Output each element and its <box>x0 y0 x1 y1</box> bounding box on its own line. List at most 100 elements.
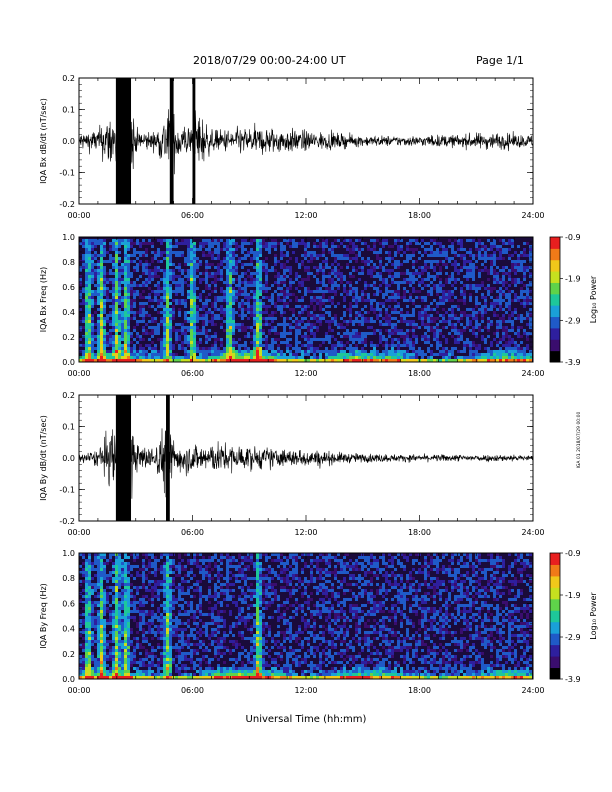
spectrogram-cell <box>451 275 454 278</box>
spectrogram-cell <box>520 254 523 257</box>
spectrogram-cell <box>337 254 340 257</box>
spectrogram-cell <box>106 634 109 637</box>
spectrogram-cell <box>505 335 508 338</box>
spectrogram-cell <box>193 302 196 305</box>
spectrogram-cell <box>355 257 358 260</box>
spectrogram-cell <box>211 344 214 347</box>
spectrogram-cell <box>85 583 88 586</box>
spectrogram-cell <box>259 293 262 296</box>
spectrogram-cell <box>154 266 157 269</box>
spectrogram-cell <box>436 275 439 278</box>
spectrogram-cell <box>97 571 100 574</box>
spectrogram-cell <box>82 257 85 260</box>
spectrogram-cell <box>145 272 148 275</box>
spectrogram-cell <box>103 272 106 275</box>
spectrogram-cell <box>397 341 400 344</box>
spectrogram-cell <box>472 269 475 272</box>
spectrogram-cell <box>109 245 112 248</box>
spectrogram-cell <box>112 619 115 622</box>
spectrogram-cell <box>304 332 307 335</box>
spectrogram-cell <box>361 335 364 338</box>
spectrogram-cell <box>97 347 100 350</box>
spectrogram-cell <box>232 311 235 314</box>
spectrogram-cell <box>298 350 301 353</box>
spectrogram-cell <box>319 317 322 320</box>
spectrogram-cell <box>103 341 106 344</box>
spectrogram-cell <box>430 239 433 242</box>
spectrogram-cell <box>256 350 259 353</box>
spectrogram-cell <box>514 311 517 314</box>
spectrogram-cell <box>367 248 370 251</box>
spectrogram-cell <box>517 326 520 329</box>
spectrogram-cell <box>325 305 328 308</box>
spectrogram-cell <box>403 350 406 353</box>
spectrogram-cell <box>427 290 430 293</box>
spectrogram-cell <box>412 329 415 332</box>
spectrogram-cell <box>166 344 169 347</box>
spectrogram-cell <box>259 272 262 275</box>
spectrogram-cell <box>190 299 193 302</box>
spectrogram-cell <box>85 676 88 679</box>
spectrogram-cell <box>496 299 499 302</box>
spectrogram-cell <box>190 257 193 260</box>
spectrogram-cell <box>304 257 307 260</box>
spectrogram-cell <box>340 317 343 320</box>
spectrogram-cell <box>238 290 241 293</box>
spectrogram-cell <box>394 344 397 347</box>
spectrogram-cell <box>397 287 400 290</box>
spectrogram-cell <box>109 646 112 649</box>
spectrogram-cell <box>343 290 346 293</box>
spectrogram-cell <box>199 248 202 251</box>
spectrogram-cell <box>118 320 121 323</box>
spectrogram-cell <box>271 245 274 248</box>
spectrogram-cell <box>91 341 94 344</box>
spectrogram-cell <box>364 299 367 302</box>
spectrogram-cell <box>436 287 439 290</box>
spectrogram-cell <box>274 359 277 362</box>
spectrogram-cell <box>226 290 229 293</box>
spectrogram-cell <box>115 580 118 583</box>
spectrogram-cell <box>334 272 337 275</box>
spectrogram-cell <box>310 344 313 347</box>
spectrogram-cell <box>217 242 220 245</box>
spectrogram-cell <box>268 344 271 347</box>
spectrogram-cell <box>211 314 214 317</box>
spectrogram-cell <box>211 290 214 293</box>
spectrogram-cell <box>232 296 235 299</box>
spectrogram-cell <box>388 257 391 260</box>
spectrogram-cell <box>283 266 286 269</box>
spectrogram-cell <box>85 577 88 580</box>
spectrogram-cell <box>304 323 307 326</box>
spectrogram-cell <box>256 248 259 251</box>
spectrogram-cell <box>508 359 511 362</box>
spectrogram-cell <box>118 302 121 305</box>
spectrogram-cell <box>274 263 277 266</box>
spectrogram-cell <box>100 649 103 652</box>
spectrogram-cell <box>91 562 94 565</box>
spectrogram-cell <box>529 302 532 305</box>
spectrogram-cell <box>115 556 118 559</box>
spectrogram-cell <box>478 344 481 347</box>
spectrogram-cell <box>157 251 160 254</box>
spectrogram-cell <box>388 296 391 299</box>
spectrogram-cell <box>382 323 385 326</box>
spectrogram-cell <box>133 248 136 251</box>
y-tick-label: -0.1 <box>59 169 75 178</box>
spectrogram-cell <box>91 260 94 263</box>
spectrogram-cell <box>520 314 523 317</box>
spectrogram-cell <box>463 341 466 344</box>
spectrogram-cell <box>520 353 523 356</box>
spectrogram-cell <box>523 332 526 335</box>
spectrogram-cell <box>91 658 94 661</box>
spectrogram-cell <box>181 254 184 257</box>
spectrogram-cell <box>439 353 442 356</box>
spectrogram-cell <box>121 239 124 242</box>
spectrogram-cell <box>520 260 523 263</box>
spectrogram-cell <box>265 266 268 269</box>
spectrogram-cell <box>94 323 97 326</box>
spectrogram-cell <box>370 341 373 344</box>
spectrogram-cell <box>430 308 433 311</box>
spectrogram-cell <box>226 311 229 314</box>
spectrogram-cell <box>223 260 226 263</box>
spectrogram-cell <box>160 242 163 245</box>
